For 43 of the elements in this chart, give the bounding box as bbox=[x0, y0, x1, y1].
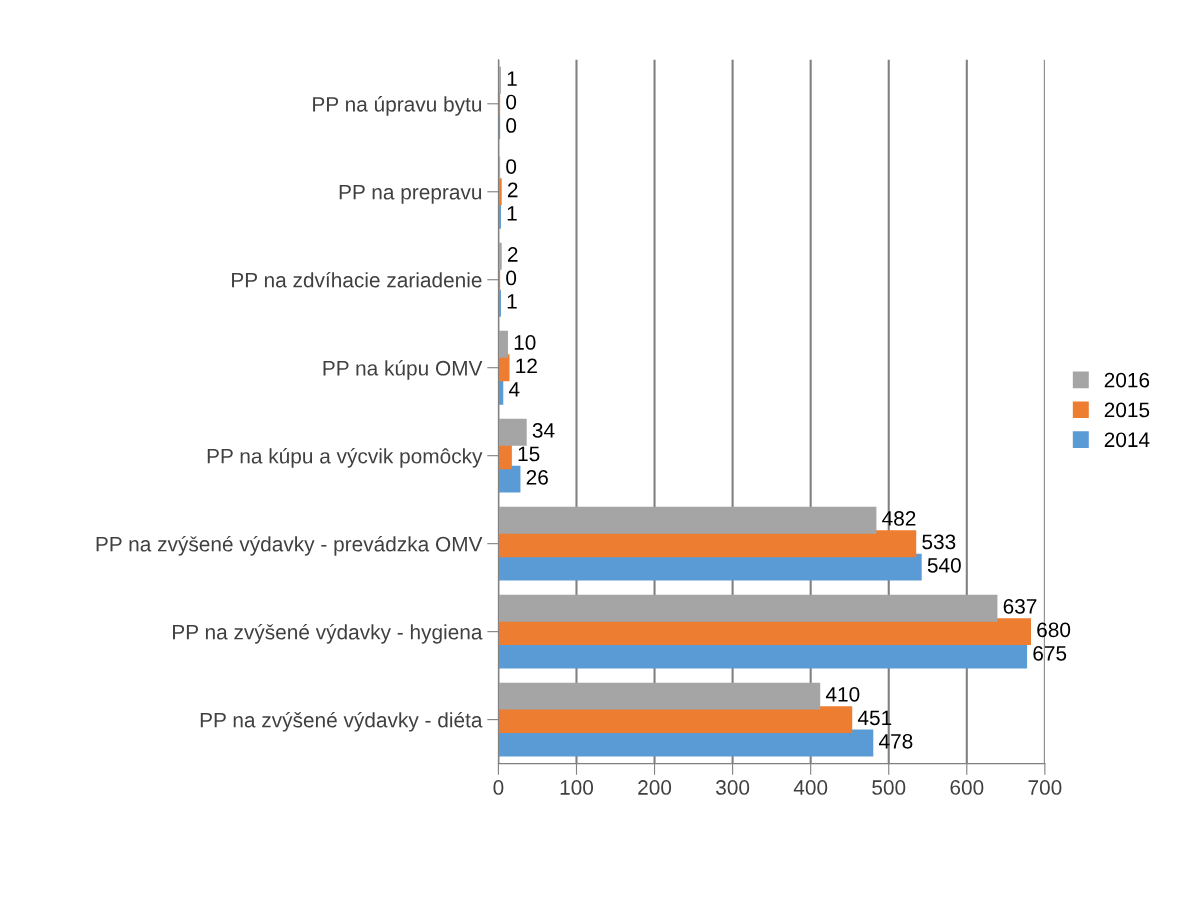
data-label: 1 bbox=[507, 71, 517, 86]
data-label: 26 bbox=[526, 469, 548, 485]
data-label: 0 bbox=[506, 270, 517, 286]
x-tick-label: 200 bbox=[638, 780, 672, 795]
x-tick-label: 700 bbox=[1028, 780, 1062, 795]
x-tick-label: 600 bbox=[950, 780, 984, 795]
data-label: 2 bbox=[507, 182, 518, 198]
data-label: 410 bbox=[825, 686, 860, 702]
data-label: 540 bbox=[927, 557, 961, 573]
data-label: 478 bbox=[878, 733, 913, 749]
data-label: 533 bbox=[922, 534, 956, 550]
x-tick-label: 100 bbox=[560, 780, 594, 795]
data-label: 675 bbox=[1033, 645, 1067, 661]
x-tick-label: 0 bbox=[493, 780, 504, 795]
y-tick-label: PP na zvýšené výdavky - diéta bbox=[200, 711, 483, 732]
data-label: 482 bbox=[882, 511, 916, 526]
data-label: 12 bbox=[516, 358, 537, 374]
data-label: 2 bbox=[507, 247, 518, 262]
y-tick-label: PP na kúpu OMV bbox=[323, 360, 483, 380]
y-tick-label: PP na úpravu bytu bbox=[313, 96, 482, 116]
data-label: 10 bbox=[514, 335, 536, 350]
data-label: 1 bbox=[507, 206, 517, 221]
data-label: 680 bbox=[1037, 622, 1071, 638]
data-label: 0 bbox=[506, 94, 517, 110]
data-label: 34 bbox=[532, 423, 555, 438]
x-tick-label: 500 bbox=[872, 780, 906, 795]
legend-label: 2015 bbox=[1104, 402, 1150, 418]
y-tick-label: PP na zvýšené výdavky - prevádzka OMV bbox=[96, 535, 483, 556]
data-label: 1 bbox=[507, 294, 517, 309]
data-label: 15 bbox=[518, 446, 540, 462]
x-tick-label: 400 bbox=[793, 780, 828, 795]
y-tick-label: PP na prepravu bbox=[339, 184, 482, 204]
data-label: 451 bbox=[857, 710, 892, 726]
x-tick-label: 300 bbox=[716, 780, 750, 795]
data-label: 637 bbox=[1003, 599, 1037, 614]
data-label: 0 bbox=[506, 159, 517, 174]
legend-label: 2016 bbox=[1104, 372, 1150, 388]
data-label: 0 bbox=[506, 118, 517, 133]
y-tick-label: PP na zdvíhacie zariadenie bbox=[232, 271, 482, 288]
data-label: 4 bbox=[508, 382, 520, 397]
legend-label: 2014 bbox=[1104, 432, 1150, 448]
y-tick-label: PP na kúpu a výcvik pomôcky bbox=[207, 448, 483, 468]
y-tick-label: PP na zvýšené výdavky - hygiena bbox=[173, 623, 483, 644]
